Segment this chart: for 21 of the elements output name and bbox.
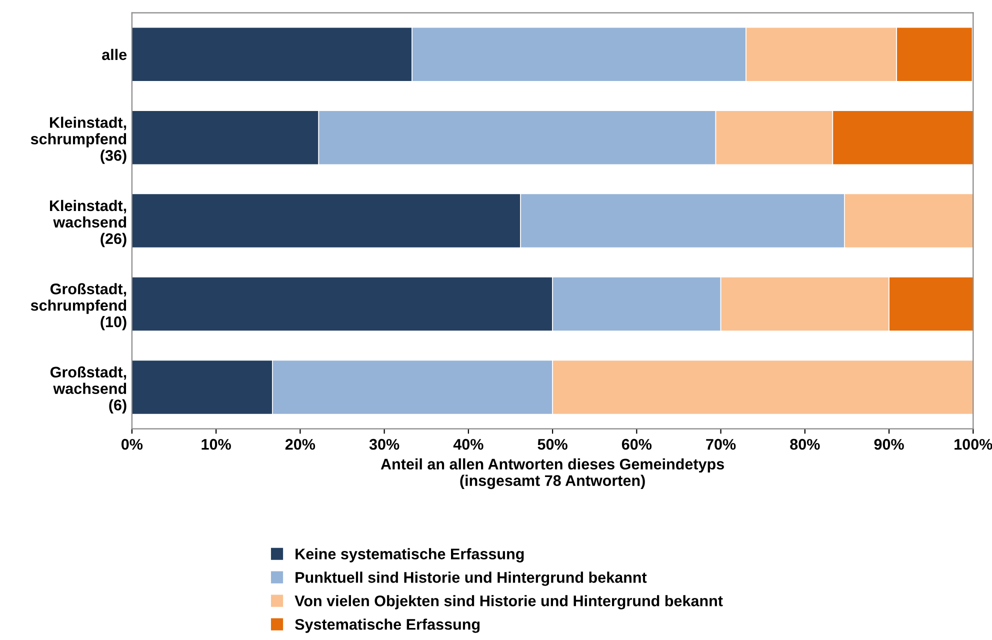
- x-axis-title: Anteil an allen Antworten dieses Gemeindetyps (insgesamt 78 Antworten): [380, 458, 724, 490]
- x-tick-label: 30%: [369, 438, 400, 450]
- x-tick-label: 60%: [622, 438, 652, 450]
- y-tick-label: Großstadt, wachsend (6): [50, 366, 126, 414]
- x-tick-label: 50%: [538, 438, 568, 450]
- x-tick-label: 0%: [122, 438, 143, 450]
- x-tick-label: 40%: [453, 438, 484, 450]
- legend-label: Keine systematische Erfassung: [296, 548, 524, 562]
- y-tick-label: Kleinstadt, wachsend (26): [50, 200, 126, 248]
- legend-label: Von vielen Objekten sind Historie und Hintergrund bekannt: [294, 595, 723, 610]
- x-tick-label: 70%: [706, 438, 736, 450]
- y-tick-label: Kleinstadt, schrumpfend (36): [30, 116, 126, 164]
- x-tick-label: 90%: [874, 438, 904, 450]
- legend-label: Systematische Erfassung: [295, 618, 480, 633]
- x-tick-label: 20%: [285, 438, 316, 450]
- y-tick-label: Großstadt, schrumpfend (10): [30, 283, 126, 330]
- x-tick-label: 80%: [790, 438, 820, 450]
- x-tick-label: 10%: [202, 438, 231, 450]
- y-tick-label: alle: [102, 48, 127, 60]
- legend-label: Punktuell sind Historie und Hintergrund bekannt: [296, 572, 647, 586]
- x-tick-label: 100%: [954, 438, 992, 450]
